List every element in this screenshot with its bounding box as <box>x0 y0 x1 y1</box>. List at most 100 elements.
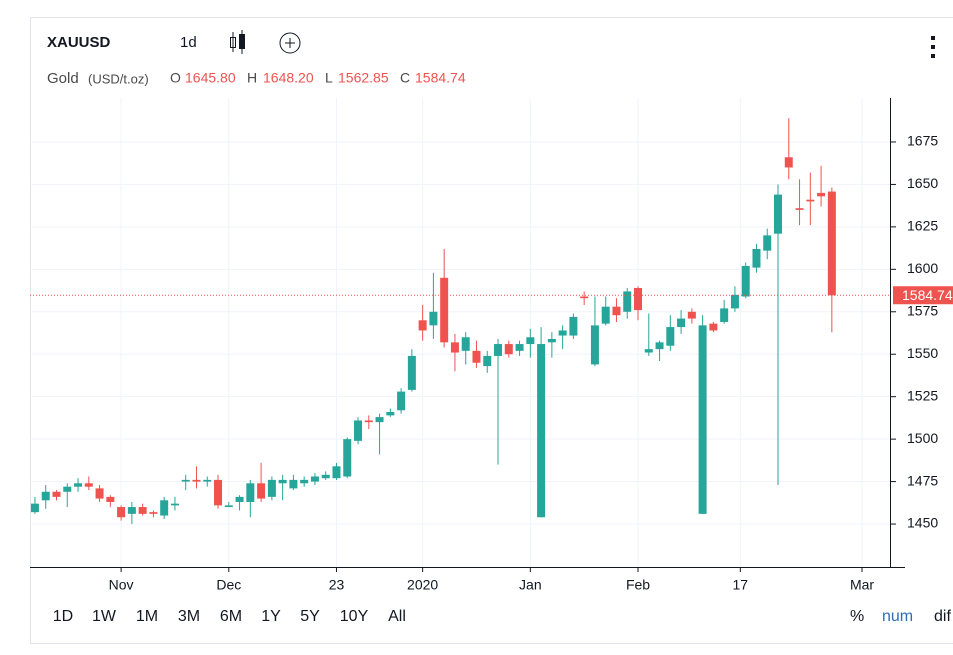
x-tick-label: 23 <box>329 577 345 593</box>
candle-body <box>354 420 363 441</box>
candle-body <box>289 479 298 489</box>
candle-body <box>504 344 513 355</box>
candle-body <box>720 308 729 322</box>
candle-body <box>666 327 675 346</box>
candle-body <box>461 337 470 351</box>
x-tick-label: Mar <box>850 577 874 593</box>
candle-body <box>52 491 61 497</box>
ohlc-value: 1648.20 <box>263 70 314 86</box>
candle-body <box>127 507 136 514</box>
instrument-name: Gold <box>47 70 79 87</box>
candle-body <box>84 483 93 487</box>
range-button[interactable]: 1M <box>136 608 158 625</box>
range-button[interactable]: 6M <box>220 608 242 625</box>
candle-body <box>214 479 223 506</box>
scale-mode[interactable]: dif <box>934 608 951 625</box>
candle-body <box>601 306 610 324</box>
widget-frame <box>30 17 953 644</box>
candle-body <box>494 344 503 356</box>
candle-body <box>687 311 696 319</box>
candle-body <box>170 503 179 506</box>
range-button[interactable]: 10Y <box>340 608 369 625</box>
candle-body <box>547 338 556 343</box>
scale-mode[interactable]: num <box>882 608 913 625</box>
candle-body <box>138 507 147 514</box>
candle-body <box>483 355 492 367</box>
candle-body <box>41 491 50 501</box>
candle-body <box>580 296 589 299</box>
y-tick-label: 1675 <box>907 133 938 149</box>
candle-body <box>310 476 319 482</box>
compare-icon[interactable] <box>279 32 301 54</box>
y-tick-label: 1550 <box>907 345 938 361</box>
candle-body <box>623 291 632 312</box>
range-button[interactable]: 1Y <box>261 608 281 625</box>
candle-body <box>698 325 707 514</box>
last-price-badge <box>893 286 953 305</box>
candle-body <box>63 486 72 492</box>
y-tick-label: 1475 <box>907 472 938 488</box>
x-tick-label: Nov <box>109 577 134 593</box>
candle-body <box>429 311 438 326</box>
candle-body <box>95 488 104 499</box>
candle-body <box>655 342 664 350</box>
x-tick-label: 17 <box>733 577 749 593</box>
ohlc-label: C <box>400 70 410 86</box>
symbol[interactable]: XAUUSD <box>47 34 111 51</box>
ohlc-label: L <box>325 70 333 86</box>
y-tick-label: 1575 <box>907 302 938 318</box>
range-button[interactable]: 5Y <box>300 608 320 625</box>
interval[interactable]: 1d <box>180 34 197 51</box>
x-tick-label: Jan <box>519 577 542 593</box>
candle-body <box>235 496 244 502</box>
ohlc-label: H <box>247 70 257 86</box>
candle-body <box>224 505 233 508</box>
candle-body <box>386 411 395 416</box>
candle-body <box>278 479 287 484</box>
candle-body <box>192 479 201 482</box>
x-tick-label: 2020 <box>407 577 438 593</box>
range-button[interactable]: 1D <box>53 608 73 625</box>
candle-body <box>817 192 826 197</box>
ohlc-value: 1562.85 <box>338 70 389 86</box>
candle-body <box>397 391 406 411</box>
candle-body <box>784 157 793 168</box>
candle-body <box>407 355 416 390</box>
y-tick-label: 1600 <box>907 260 938 276</box>
candle-body <box>267 479 276 497</box>
candle-body <box>806 199 815 202</box>
range-button[interactable]: All <box>388 608 406 625</box>
y-tick-label: 1525 <box>907 387 938 403</box>
range-button[interactable]: 3M <box>178 608 200 625</box>
candle-body <box>774 194 783 234</box>
scale-mode[interactable]: % <box>850 608 864 625</box>
candle-body <box>440 277 449 343</box>
candle-body <box>74 483 83 487</box>
y-tick-label: 1650 <box>907 175 938 191</box>
candle-body <box>418 320 427 331</box>
candle-body <box>526 337 535 345</box>
x-tick-label: Feb <box>626 577 650 593</box>
candle-body <box>375 417 384 423</box>
menu-icon[interactable] <box>931 36 935 58</box>
range-button[interactable]: 1W <box>92 608 117 625</box>
candle-body <box>343 439 352 477</box>
candle-body <box>160 500 169 516</box>
candle-body <box>364 420 373 423</box>
candle-body <box>612 306 621 316</box>
last-price-label: 1584.74 <box>902 287 953 303</box>
candle-body <box>203 479 212 482</box>
candle-body <box>537 344 546 518</box>
candle-body <box>730 294 739 309</box>
candle-body <box>106 496 115 502</box>
candle-body <box>450 342 459 353</box>
candle-icon[interactable] <box>230 30 245 54</box>
candle-body <box>677 318 686 328</box>
candle-body <box>644 349 653 353</box>
ohlc-label: O <box>170 70 181 86</box>
x-tick-label: Dec <box>216 577 241 593</box>
y-tick-label: 1625 <box>907 218 938 234</box>
candle-body <box>149 512 158 514</box>
candle-body <box>763 235 772 251</box>
